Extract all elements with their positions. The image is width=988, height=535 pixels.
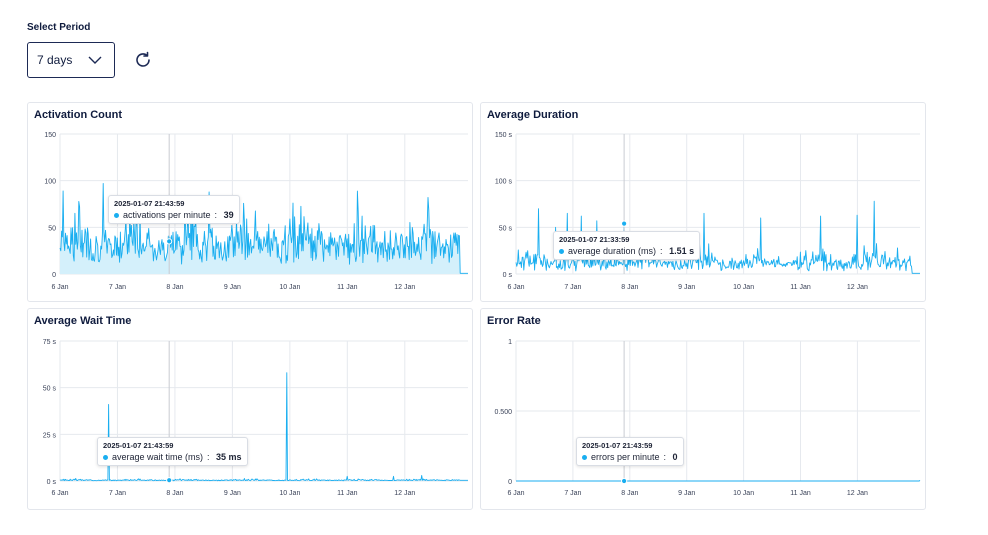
x-tick-label: 7 Jan: [109, 490, 126, 497]
tooltip-value: 39: [223, 210, 234, 220]
series-line: [59, 372, 468, 482]
x-tick-label: 12 Jan: [394, 490, 415, 497]
x-tick-label: 7 Jan: [564, 490, 581, 497]
tooltip-value: 35 ms: [216, 452, 242, 462]
tooltip-value: 0: [672, 452, 678, 462]
tooltip-time: 2025-01-07 21:43:59: [114, 199, 185, 208]
y-tick-label: 0 s: [503, 272, 513, 279]
average-duration-chart[interactable]: 0 s 50 s 100 s 150 s 6 Jan 7 Jan 8 Jan 9 Jan 10 …: [481, 103, 927, 303]
x-tick-label: 10 Jan: [733, 490, 754, 497]
x-tick-label: 8 Jan: [166, 490, 183, 497]
series-dot-icon: [114, 212, 119, 218]
y-tick-label: 150 s: [495, 132, 513, 139]
x-tick-label: 12 Jan: [394, 284, 415, 291]
series-area: [60, 183, 468, 274]
y-tick-label: 150: [44, 132, 56, 139]
chart-title: Average Duration: [487, 109, 579, 121]
chart-tooltip: 2025-01-07 21:43:59 average wait time (m…: [97, 437, 248, 466]
y-tick-label: 0: [508, 479, 512, 486]
period-label: Select Period: [27, 22, 91, 33]
series-dot-icon: [582, 454, 587, 460]
x-tick-label: 7 Jan: [564, 284, 581, 291]
x-tick-label: 8 Jan: [166, 284, 183, 291]
chart-panel-error-rate: Error Rate 0 0.500 1 6 Jan 7 Jan 8 Jan 9 Jan 10…: [480, 308, 926, 510]
chart-panel-average-wait-time: Average Wait Time 0 s 25 s 50 s 75 s 6 Jan 7 …: [27, 308, 473, 510]
x-tick-label: 11 Jan: [790, 490, 811, 497]
series-dot-icon: [103, 454, 108, 460]
average-wait-time-chart[interactable]: 0 s 25 s 50 s 75 s 6 Jan 7 Jan 8 Jan 9 Jan 10 Ja…: [28, 309, 474, 511]
hover-point: [621, 220, 628, 227]
period-select-value: 7 days: [37, 53, 73, 67]
y-tick-label: 100 s: [495, 179, 513, 186]
tooltip-series: average duration (ms): [568, 246, 657, 256]
y-tick-label: 0.500: [494, 409, 512, 416]
x-tick-label: 11 Jan: [337, 284, 358, 291]
x-tick-label: 11 Jan: [790, 284, 811, 291]
chart-panel-average-duration: Average Duration 0 s 50 s 100 s 150 s 6 Jan 7…: [480, 102, 926, 302]
refresh-icon[interactable]: [133, 50, 153, 70]
hover-point: [166, 477, 173, 484]
x-tick-label: 10 Jan: [279, 284, 300, 291]
x-tick-label: 6 Jan: [51, 490, 68, 497]
tooltip-time: 2025-01-07 21:43:59: [103, 441, 174, 450]
y-tick-label: 50: [48, 225, 56, 232]
tooltip-time: 2025-01-07 21:33:59: [559, 235, 630, 244]
chart-tooltip: 2025-01-07 21:33:59 average duration (ms…: [553, 231, 701, 260]
x-tick-label: 6 Jan: [507, 490, 524, 497]
hover-point: [166, 238, 173, 245]
x-tick-label: 9 Jan: [224, 490, 241, 497]
x-tick-label: 12 Jan: [847, 284, 868, 291]
tooltip-series: activations per minute: [123, 210, 211, 220]
chart-panel-activation-count: Activation Count 0 50 100 150 6 Jan 7 Jan 8 Ja…: [27, 102, 473, 302]
x-tick-label: 6 Jan: [507, 284, 524, 291]
y-tick-label: 50 s: [43, 386, 57, 393]
x-tick-label: 6 Jan: [51, 284, 68, 291]
x-tick-label: 12 Jan: [847, 490, 868, 497]
y-tick-label: 0 s: [47, 479, 57, 486]
chart-title: Activation Count: [34, 109, 122, 121]
x-tick-label: 10 Jan: [733, 284, 754, 291]
y-tick-label: 1: [508, 339, 512, 346]
series-line: [516, 479, 921, 482]
y-tick-label: 0: [52, 272, 56, 279]
x-tick-label: 9 Jan: [678, 284, 695, 291]
x-tick-label: 9 Jan: [678, 490, 695, 497]
y-tick-label: 25 s: [43, 432, 57, 439]
y-tick-label: 50 s: [499, 225, 513, 232]
hover-point: [621, 477, 628, 485]
tooltip-value: 1.51 s: [669, 246, 695, 256]
x-tick-label: 9 Jan: [224, 284, 241, 291]
tooltip-series: errors per minute: [591, 452, 660, 462]
x-tick-label: 7 Jan: [109, 284, 126, 291]
error-rate-chart[interactable]: 0 0.500 1 6 Jan 7 Jan 8 Jan 9 Jan 10 Jan 11 Jan 1…: [481, 309, 927, 511]
chart-title: Error Rate: [487, 315, 541, 327]
series-dot-icon: [559, 248, 564, 254]
tooltip-series: average wait time (ms): [112, 452, 204, 462]
chevron-down-icon: [88, 56, 102, 64]
chart-title: Average Wait Time: [34, 315, 132, 327]
grid: [59, 340, 468, 482]
y-tick-label: 100: [44, 179, 56, 186]
x-tick-label: 8 Jan: [621, 284, 638, 291]
tooltip-time: 2025-01-07 21:43:59: [582, 441, 653, 450]
period-select[interactable]: 7 days: [27, 42, 115, 78]
x-tick-label: 10 Jan: [279, 490, 300, 497]
chart-tooltip: 2025-01-07 21:43:59 errors per minute: 0: [576, 437, 684, 466]
chart-tooltip: 2025-01-07 21:43:59 activations per minu…: [108, 195, 240, 224]
y-tick-label: 75 s: [43, 339, 57, 346]
series-line: [59, 183, 468, 274]
activation-count-chart[interactable]: 0 50 100 150 6 Jan 7 Jan 8 Jan 9 Jan 10 Jan 11 Ja…: [28, 103, 474, 303]
x-tick-label: 11 Jan: [337, 490, 358, 497]
x-tick-label: 8 Jan: [621, 490, 638, 497]
